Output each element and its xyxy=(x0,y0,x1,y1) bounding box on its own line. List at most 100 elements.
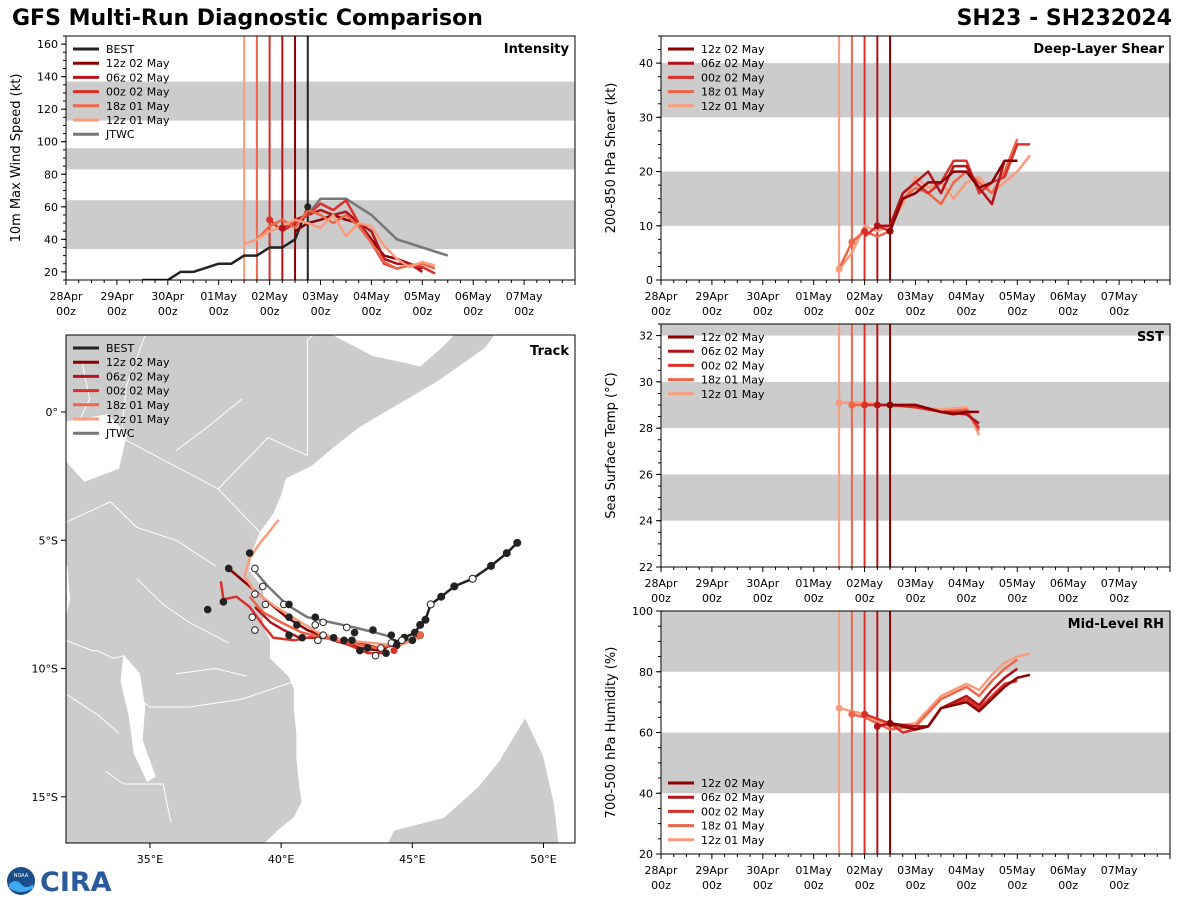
map-plot-area xyxy=(66,335,575,843)
country-border xyxy=(120,335,146,438)
track-position-marker xyxy=(377,644,385,652)
y-tick-label: 32 xyxy=(639,330,653,343)
legend-label-00z-02-May: 00z 02 May xyxy=(106,385,170,398)
track-position-marker xyxy=(369,626,377,634)
series-line-12z-02-May xyxy=(888,159,1018,232)
x-tick-label-hour: 00z xyxy=(1109,305,1129,318)
x-tick-label: 50°E xyxy=(530,853,556,866)
x-tick-label-hour: 00z xyxy=(1058,879,1078,892)
track-position-marker xyxy=(285,600,293,609)
legend-label-18z-01-May: 18z 01 May xyxy=(701,820,765,833)
y-tick-label: 28 xyxy=(639,422,653,435)
y-tick-label: 26 xyxy=(639,468,653,481)
init-marker xyxy=(835,399,843,407)
init-marker xyxy=(861,227,869,235)
legend-label-JTWC: JTWC xyxy=(105,427,135,440)
shaded-band xyxy=(66,81,575,121)
track-position-marker xyxy=(398,636,406,645)
x-tick-label-hour: 00z xyxy=(957,592,977,605)
x-tick-label-hour: 00z xyxy=(1109,592,1129,605)
x-tick-label-date: 06May xyxy=(1050,290,1087,303)
x-tick-label-hour: 00z xyxy=(702,879,722,892)
legend-label-12z-02-May: 12z 02 May xyxy=(106,57,170,70)
series-line-06z-02-May xyxy=(877,159,1018,228)
y-axis-label: 10m Max Wind Speed (kt) xyxy=(9,74,24,243)
x-tick-label-date: 04May xyxy=(353,290,390,303)
x-tick-label-hour: 00z xyxy=(906,305,926,318)
init-marker xyxy=(886,401,894,409)
x-tick-label-date: 02May xyxy=(846,290,883,303)
x-tick-label-hour: 00z xyxy=(1007,592,1027,605)
init-marker xyxy=(861,401,869,409)
track-position-marker xyxy=(219,598,228,606)
x-tick-label-hour: 00z xyxy=(906,592,926,605)
x-tick-label-date: 07May xyxy=(1101,577,1138,590)
y-tick-label: 22 xyxy=(639,561,653,574)
legend-label-12z-01-May: 12z 01 May xyxy=(701,834,765,847)
land-madagascar xyxy=(386,716,560,843)
y-tick-label: 40 xyxy=(639,57,653,70)
country-border xyxy=(97,650,124,659)
best-track-point xyxy=(513,538,522,547)
x-tick-label-hour: 00z xyxy=(651,592,671,605)
best-track-point xyxy=(416,620,425,629)
track-position-marker xyxy=(261,600,270,609)
init-marker xyxy=(848,710,856,718)
track-position-marker xyxy=(387,631,396,639)
y-tick-label: 60 xyxy=(44,201,58,214)
track-position-marker xyxy=(224,564,233,573)
x-tick-label-date: 04May xyxy=(948,577,985,590)
track-position-marker xyxy=(311,613,320,622)
x-tick-label-hour: 00z xyxy=(514,305,534,318)
best-track-point xyxy=(468,574,477,583)
track-line-12z-01-May xyxy=(243,518,421,647)
x-tick-label-hour: 00z xyxy=(463,305,483,318)
track-position-marker xyxy=(251,590,259,598)
legend-label-12z-01-May: 12z 01 May xyxy=(701,100,765,113)
series-line-12z-01-May xyxy=(838,652,1031,728)
y-axis-label: 700-500 hPa Humidity (%) xyxy=(604,647,619,819)
shaded-band xyxy=(661,63,1170,118)
series-line-12z-01-May xyxy=(243,213,436,269)
x-tick-label-hour: 00z xyxy=(651,879,671,892)
legend-label-00z-02-May: 00z 02 May xyxy=(701,805,765,818)
x-tick-label-hour: 00z xyxy=(412,305,432,318)
cira-logo: CIRA xyxy=(40,867,112,896)
track-position-marker xyxy=(342,623,351,632)
track-position-marker xyxy=(319,631,327,639)
x-tick-label-date: 03May xyxy=(897,577,934,590)
x-tick-label: 35°E xyxy=(137,853,163,866)
x-tick-label-date: 30Apr xyxy=(746,290,780,303)
chart-title: Intensity xyxy=(504,42,570,57)
x-tick-label-hour: 00z xyxy=(158,305,178,318)
track-position-marker xyxy=(371,651,380,660)
legend-label-12z-02-May: 12z 02 May xyxy=(106,356,170,369)
shaded-band xyxy=(66,148,575,170)
init-marker xyxy=(873,401,881,409)
best-track-point xyxy=(450,582,459,591)
x-tick-label-date: 29Apr xyxy=(695,290,729,303)
x-tick-label-date: 03May xyxy=(897,290,934,303)
x-tick-label-date: 29Apr xyxy=(695,864,729,877)
legend-label-JTWC: JTWC xyxy=(105,128,135,141)
x-tick-label-hour: 00z xyxy=(855,879,875,892)
x-tick-label-hour: 00z xyxy=(311,305,331,318)
y-tick-label: 20 xyxy=(639,166,653,179)
x-tick-label-hour: 00z xyxy=(957,879,977,892)
y-tick-label: 160 xyxy=(37,38,58,51)
chart-title: SST xyxy=(1137,330,1164,345)
track-position-marker xyxy=(203,605,212,614)
y-tick-label: 10 xyxy=(639,220,653,233)
shaded-band xyxy=(661,324,1170,336)
legend-label-12z-01-May: 12z 01 May xyxy=(106,413,170,426)
x-tick-label-date: 02May xyxy=(251,290,288,303)
x-tick-label-date: 06May xyxy=(455,290,492,303)
y-tick-label: 10°S xyxy=(32,663,58,676)
x-tick-label-hour: 00z xyxy=(855,305,875,318)
x-tick-label-date: 03May xyxy=(897,864,934,877)
x-tick-label-date: 28Apr xyxy=(644,577,678,590)
x-tick-label-date: 05May xyxy=(999,290,1036,303)
chart-title: Mid-Level RH xyxy=(1068,617,1164,632)
x-tick-label-hour: 00z xyxy=(1007,879,1027,892)
x-tick-label-date: 29Apr xyxy=(695,577,729,590)
